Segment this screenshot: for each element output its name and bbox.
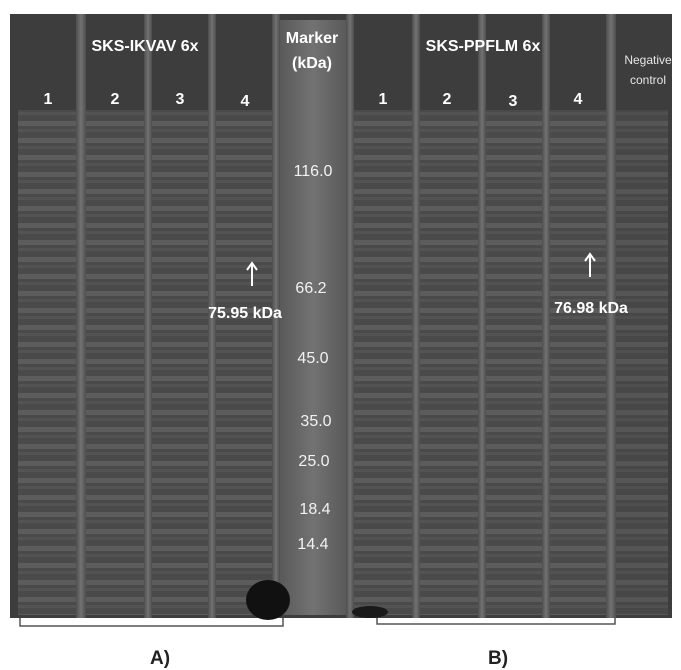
marker-value: 35.0 <box>300 413 331 430</box>
lane-number: 4 <box>241 93 250 110</box>
marker-title: Marker <box>286 30 338 47</box>
marker-value: 116.0 <box>294 163 333 180</box>
lane <box>550 110 606 615</box>
lane-number: 3 <box>176 91 185 108</box>
bracket <box>376 618 616 625</box>
panel-label: A) <box>150 648 170 669</box>
lane-number: 1 <box>44 91 53 108</box>
group-title: SKS-IKVAV 6x <box>92 38 199 55</box>
streak <box>606 14 616 618</box>
lane <box>152 110 208 615</box>
annotation: 76.98 kDa <box>554 300 628 317</box>
streak <box>542 14 550 618</box>
streak <box>346 14 354 618</box>
arrow <box>584 252 596 277</box>
marker-value: 25.0 <box>298 453 329 470</box>
annotation: 75.95 kDa <box>208 305 282 322</box>
streak <box>208 14 216 618</box>
lanes <box>18 20 668 615</box>
lane-number: 1 <box>379 91 388 108</box>
lane <box>18 110 76 615</box>
arrow <box>246 261 258 286</box>
marker-value: 18.4 <box>299 501 330 518</box>
marker-lane <box>280 20 346 615</box>
lane <box>616 110 668 615</box>
negative-control-label: Negative <box>624 53 672 67</box>
group-title: SKS-PPFLM 6x <box>426 38 541 55</box>
streak <box>144 14 152 618</box>
streak <box>76 14 86 618</box>
lane-number: 3 <box>509 93 518 110</box>
dark-spot <box>352 606 388 618</box>
panel-label: B) <box>488 648 508 669</box>
lane-number: 2 <box>443 91 452 108</box>
lane-number: 2 <box>111 91 120 108</box>
marker-title: (kDa) <box>292 55 332 72</box>
lane <box>486 110 542 615</box>
marker-value: 14.4 <box>297 536 328 553</box>
streak <box>478 14 486 618</box>
streak <box>412 14 420 618</box>
negative-control-label: control <box>630 73 666 87</box>
bracket <box>19 618 284 627</box>
streak <box>272 14 280 618</box>
lane <box>420 110 478 615</box>
marker-value: 45.0 <box>297 350 328 367</box>
lane <box>354 110 412 615</box>
lane-streaks <box>76 14 616 618</box>
lane <box>86 110 144 615</box>
lane <box>216 110 272 615</box>
dark-spot <box>246 580 290 620</box>
marker-value: 66.2 <box>295 280 326 297</box>
lane-number: 4 <box>574 91 583 108</box>
